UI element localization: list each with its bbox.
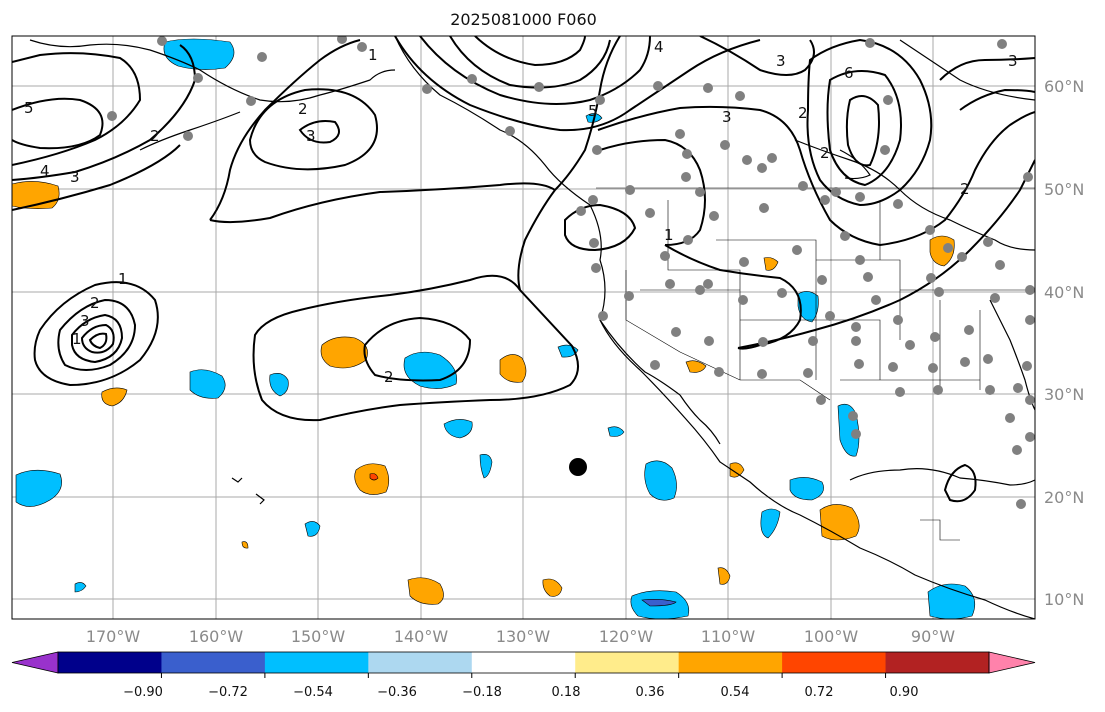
colorbar-ticks: −0.90 −0.72 −0.54 −0.36 −0.18 0.18 0.36 … bbox=[123, 685, 918, 700]
colorbar-tick-label: 0.36 bbox=[636, 685, 665, 700]
anomaly-blob bbox=[717, 567, 731, 585]
anomaly-blob bbox=[189, 369, 226, 399]
colorbar-segment bbox=[678, 652, 783, 673]
contour-label: 4 bbox=[654, 38, 664, 56]
contour-label: 2 bbox=[820, 144, 830, 162]
lat-label: 10°N bbox=[1044, 590, 1084, 609]
contour-label: 2 bbox=[960, 180, 970, 198]
colorbar-tick-label: 0.54 bbox=[721, 685, 750, 700]
contour-label: 2 bbox=[384, 368, 394, 386]
anomaly-blob bbox=[607, 426, 625, 437]
lon-label: 110°W bbox=[701, 627, 756, 646]
filled-anomaly-areas bbox=[12, 38, 976, 619]
anomaly-blob bbox=[479, 454, 493, 479]
contour-label: 2 bbox=[298, 100, 308, 118]
map-title: 2025081000 F060 bbox=[450, 10, 597, 29]
colorbar-segment bbox=[161, 652, 266, 673]
anomaly-blob bbox=[641, 599, 677, 607]
contour-label: 1 bbox=[368, 46, 378, 64]
anomaly-blob bbox=[789, 477, 824, 501]
political-borders bbox=[596, 187, 1035, 541]
lon-label: 170°W bbox=[86, 627, 141, 646]
colorbar-tick-label: −0.72 bbox=[208, 685, 248, 700]
colorbar bbox=[11, 651, 1036, 678]
lon-label: 100°W bbox=[804, 627, 859, 646]
lon-label: 90°W bbox=[911, 627, 955, 646]
lon-label: 120°W bbox=[599, 627, 654, 646]
anomaly-blob bbox=[15, 469, 62, 507]
anomaly-blob bbox=[407, 577, 444, 605]
lat-label: 60°N bbox=[1044, 77, 1084, 96]
colorbar-tick-label: −0.90 bbox=[123, 685, 163, 700]
contour-label: 3 bbox=[80, 312, 90, 330]
colorbar-segment bbox=[368, 652, 473, 673]
lon-label: 150°W bbox=[291, 627, 346, 646]
anomaly-blob bbox=[499, 354, 527, 383]
lat-label: 30°N bbox=[1044, 385, 1084, 404]
anomaly-blob bbox=[685, 360, 707, 373]
contour-label: 1 bbox=[664, 226, 674, 244]
anomaly-blob bbox=[304, 521, 321, 537]
contour-labels: 5 4 3 2 2 3 1 2 3 1 2 1 5 4 3 3 6 2 2 1 … bbox=[24, 38, 1018, 386]
colorbar-segment bbox=[575, 652, 680, 673]
colorbar-segment bbox=[471, 652, 576, 673]
anomaly-blob bbox=[101, 387, 128, 407]
contour-label: 5 bbox=[24, 99, 34, 117]
colorbar-tick-label: −0.18 bbox=[462, 685, 502, 700]
anomaly-blob bbox=[760, 508, 781, 539]
anomaly-blob bbox=[443, 419, 473, 439]
lon-label: 140°W bbox=[394, 627, 449, 646]
longitude-labels: 170°W 160°W 150°W 140°W 130°W 120°W 110°… bbox=[86, 627, 955, 646]
colorbar-tick-label: −0.36 bbox=[377, 685, 417, 700]
contour-label: 3 bbox=[776, 52, 786, 70]
colorbar-extend-max bbox=[988, 651, 1036, 674]
contour-label: 1 bbox=[118, 270, 128, 288]
anomaly-blob bbox=[369, 473, 379, 481]
storm-center-marker bbox=[569, 458, 587, 476]
anomaly-blob bbox=[74, 582, 87, 593]
colorbar-frame bbox=[57, 651, 990, 674]
colorbar-segment bbox=[782, 652, 887, 673]
anomaly-blob bbox=[320, 336, 368, 369]
anomaly-blob bbox=[763, 257, 779, 271]
anomaly-blob bbox=[542, 578, 563, 597]
colorbar-segment bbox=[885, 652, 990, 673]
colorbar-extend-min bbox=[11, 651, 59, 674]
contour-label: 3 bbox=[70, 168, 80, 186]
map-frame bbox=[11, 35, 1036, 620]
contour-label: 6 bbox=[844, 64, 854, 82]
lon-label: 160°W bbox=[189, 627, 244, 646]
anomaly-blob bbox=[269, 373, 289, 397]
station-markers bbox=[107, 36, 1035, 509]
contour-label: 2 bbox=[90, 294, 100, 312]
anomaly-blob bbox=[819, 504, 860, 541]
colorbar-tick-label: 0.90 bbox=[890, 685, 919, 700]
contour-label: 4 bbox=[40, 162, 50, 180]
colorbar-segment bbox=[58, 652, 162, 673]
contour-label: 3 bbox=[306, 127, 316, 145]
colorbar-segment bbox=[264, 652, 369, 673]
colorbar-tick-label: −0.54 bbox=[293, 685, 333, 700]
lat-label: 20°N bbox=[1044, 488, 1084, 507]
lat-label: 40°N bbox=[1044, 283, 1084, 302]
latitude-labels: 60°N 50°N 40°N 30°N 20°N 10°N bbox=[1044, 77, 1084, 609]
colorbar-tick-label: 0.18 bbox=[552, 685, 581, 700]
contour-label: 3 bbox=[722, 108, 732, 126]
contour-lines bbox=[12, 36, 1035, 503]
contour-label: 2 bbox=[150, 127, 160, 145]
contour-label: 2 bbox=[798, 104, 808, 122]
lon-label: 130°W bbox=[496, 627, 551, 646]
anomaly-blob bbox=[241, 541, 249, 549]
anomaly-blob bbox=[644, 460, 677, 501]
contour-label: 5 bbox=[588, 102, 598, 120]
contour-label: 3 bbox=[1008, 52, 1018, 70]
colorbar-tick-label: 0.72 bbox=[805, 685, 834, 700]
anomaly-blob bbox=[729, 462, 745, 478]
coastlines bbox=[29, 36, 1035, 619]
contour-label: 1 bbox=[72, 330, 82, 348]
lat-label: 50°N bbox=[1044, 180, 1084, 199]
